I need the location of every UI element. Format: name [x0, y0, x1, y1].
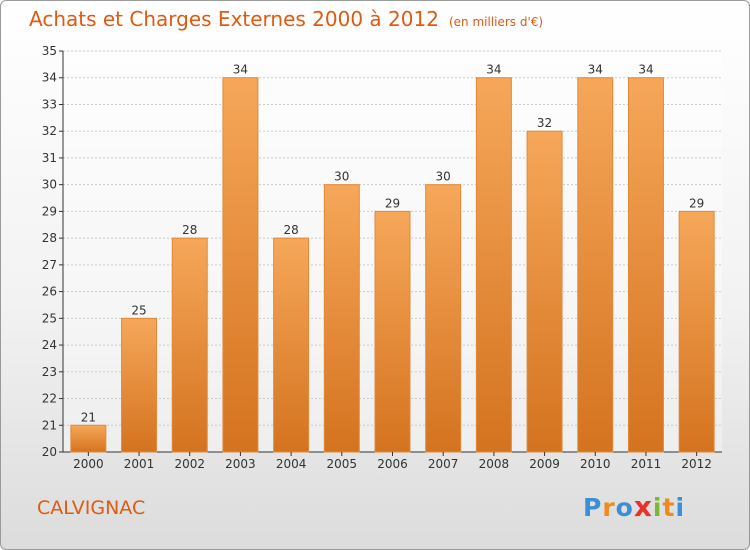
- proxiti-logo: Proxiti: [583, 490, 685, 523]
- data-label: 25: [131, 303, 146, 317]
- logo-letter: x: [633, 490, 653, 523]
- data-label: 34: [588, 63, 603, 77]
- data-label: 21: [81, 410, 96, 424]
- bar: [425, 184, 462, 453]
- data-label: 29: [385, 196, 400, 210]
- bar: [323, 184, 360, 453]
- bar: [121, 317, 158, 453]
- data-label: 34: [486, 63, 501, 77]
- logo-letter: o: [615, 493, 634, 522]
- logo-letter: r: [602, 493, 616, 522]
- bar: [374, 210, 411, 453]
- logo-letter: i: [652, 493, 663, 522]
- data-label: 34: [233, 63, 248, 77]
- x-tick-label: 2001: [124, 457, 155, 471]
- x-tick-label: 2006: [377, 457, 408, 471]
- y-tick-label: 33: [42, 97, 57, 111]
- bar: [678, 210, 715, 453]
- bar: [273, 237, 310, 453]
- y-tick-label: 25: [42, 311, 57, 325]
- x-tick-label: 2002: [174, 457, 205, 471]
- bar: [526, 130, 563, 453]
- bar: [475, 77, 512, 453]
- y-tick-label: 26: [42, 285, 57, 299]
- y-tick-label: 24: [42, 338, 57, 352]
- bar: [70, 424, 107, 453]
- chart-title: Achats et Charges Externes 2000 à 2012 (e…: [29, 7, 543, 31]
- logo-letter: P: [583, 493, 603, 522]
- x-tick-label: 2005: [327, 457, 358, 471]
- data-label: 32: [537, 116, 552, 130]
- x-tick-label: 2003: [225, 457, 256, 471]
- chart-unit: (en milliers d'€): [448, 15, 544, 29]
- y-tick-label: 28: [42, 231, 57, 245]
- bar: [577, 77, 614, 453]
- data-label: 29: [689, 196, 704, 210]
- logo-letter: i: [675, 493, 686, 522]
- x-tick-label: 2010: [580, 457, 611, 471]
- bar: [171, 237, 208, 453]
- x-tick-label: 2012: [681, 457, 712, 471]
- data-label: 30: [334, 170, 349, 184]
- commune-name: CALVIGNAC: [37, 497, 146, 519]
- y-tick-label: 35: [42, 44, 57, 58]
- x-tick-label: 2007: [428, 457, 459, 471]
- y-tick-label: 23: [42, 365, 57, 379]
- x-tick-label: 2008: [479, 457, 510, 471]
- data-label: 28: [283, 223, 298, 237]
- x-tick-label: 2004: [276, 457, 307, 471]
- y-tick-label: 27: [42, 258, 57, 272]
- chart-title-text: Achats et Charges Externes 2000 à 2012: [29, 7, 439, 31]
- y-tick-label: 21: [42, 418, 57, 432]
- data-label: 28: [182, 223, 197, 237]
- x-tick-label: 2000: [73, 457, 104, 471]
- x-tick-label: 2009: [529, 457, 560, 471]
- x-tick-label: 2011: [631, 457, 662, 471]
- y-tick-label: 20: [42, 445, 57, 459]
- bar: [222, 77, 259, 453]
- y-tick-label: 32: [42, 124, 57, 138]
- data-label: 30: [436, 170, 451, 184]
- y-tick-label: 34: [42, 71, 57, 85]
- y-tick-label: 31: [42, 151, 57, 165]
- data-label: 34: [638, 63, 653, 77]
- y-tick-label: 29: [42, 204, 57, 218]
- y-tick-label: 30: [42, 178, 57, 192]
- bar: [627, 77, 664, 453]
- logo-letter: t: [662, 493, 676, 522]
- y-tick-label: 22: [42, 392, 57, 406]
